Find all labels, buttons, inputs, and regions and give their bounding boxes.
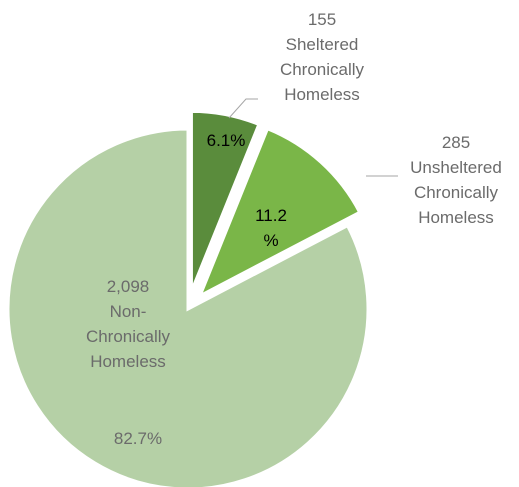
slice-percent-label-1: 11.2% bbox=[255, 206, 287, 250]
pie-slice-2 bbox=[6, 127, 370, 487]
slice-percent-line: 6.1% bbox=[207, 131, 246, 150]
slice-category-line: 285 bbox=[442, 133, 470, 152]
slice-category-line: Chronically bbox=[414, 183, 499, 202]
slice-percent-line: 82.7% bbox=[114, 429, 162, 448]
pie-slice-1 bbox=[197, 126, 362, 299]
slice-percent-line: 11.2 bbox=[255, 206, 287, 225]
slice-percent-label-2: 82.7% bbox=[114, 429, 162, 448]
slice-category-line: Chronically bbox=[280, 60, 365, 79]
slice-category-label-0: 155 Sheltered Chronically Homeless bbox=[280, 10, 365, 104]
slice-category-line: Sheltered bbox=[286, 35, 359, 54]
leader-line-0 bbox=[228, 98, 258, 119]
slice-category-line: 2,098 bbox=[107, 277, 150, 296]
slice-category-label-1: 285 Unsheltered Chronically Homeless bbox=[410, 133, 502, 227]
slice-percent-label-0: 6.1% bbox=[207, 131, 246, 150]
slice-category-line: Chronically bbox=[86, 327, 171, 346]
slice-percent-line: % bbox=[263, 231, 278, 250]
slice-category-line: Homeless bbox=[418, 208, 494, 227]
slice-category-line: Unsheltered bbox=[410, 158, 502, 177]
slice-category-line: Non- bbox=[110, 302, 147, 321]
pie-slice-0 bbox=[189, 109, 261, 292]
pie-labels: 6.1% 155 Sheltered Chronically Homeless 11.2%… bbox=[86, 10, 502, 448]
leader-lines bbox=[228, 98, 398, 177]
pie-slices bbox=[6, 109, 370, 487]
slice-category-line: Homeless bbox=[284, 85, 360, 104]
slice-category-line: Homeless bbox=[90, 352, 166, 371]
slice-category-label-2: 2,098 Non- Chronically Homeless bbox=[86, 277, 171, 371]
slice-category-line: 155 bbox=[308, 10, 336, 29]
